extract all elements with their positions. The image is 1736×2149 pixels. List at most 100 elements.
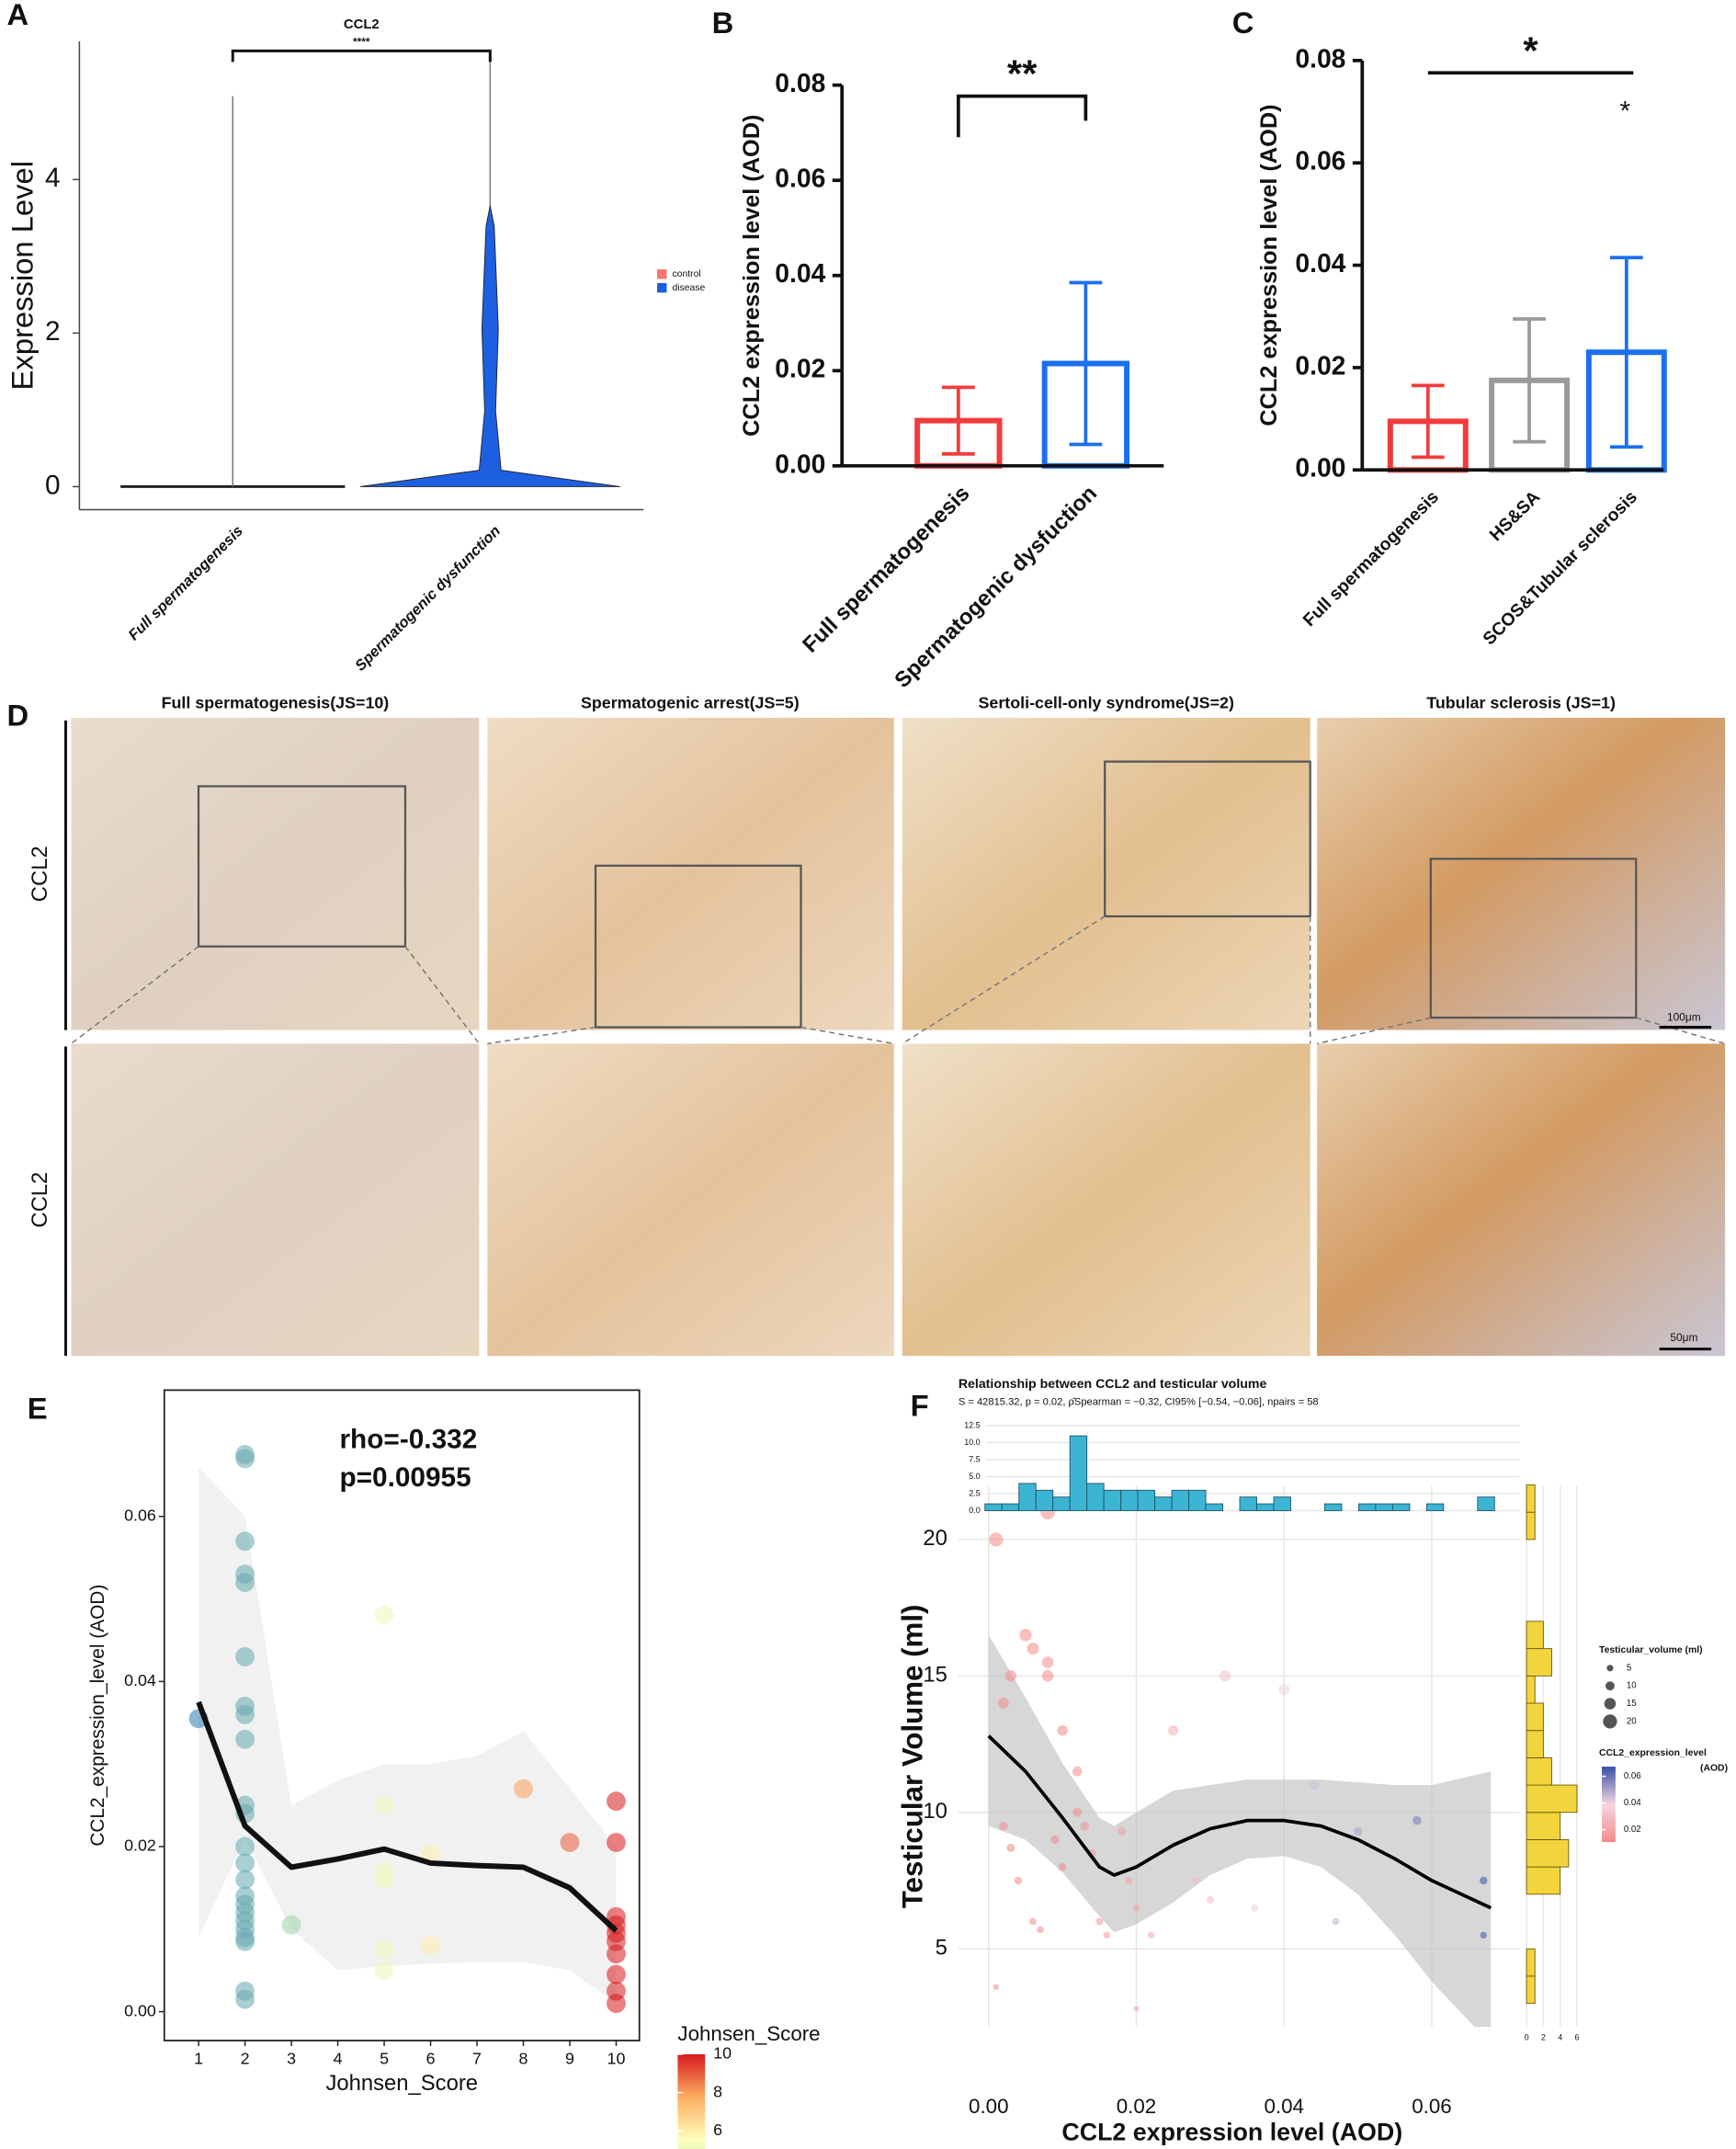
histogram-bar (1035, 1489, 1054, 1511)
plot-area (987, 1505, 1492, 2028)
x-tick-label: 2 (1541, 2032, 1546, 2041)
point (235, 1704, 255, 1724)
point (1147, 1931, 1155, 1939)
image-title: Spermatogenic arrest(JS=5) (581, 694, 800, 712)
y-tick-label: 0.02 (1295, 350, 1345, 380)
x-tick-label: 1 (194, 2050, 203, 2068)
histogram-bar (1526, 1648, 1552, 1677)
error-bar (1411, 383, 1445, 460)
inset-connector (800, 1026, 894, 1045)
colorbar (677, 2053, 706, 2149)
row-label: CCL2 (28, 846, 52, 902)
y-axis-label: CCL2_expression_level (AOD) (87, 1585, 108, 1847)
micrograph (487, 717, 894, 1030)
y-tick-label: 4 (45, 163, 61, 193)
x-tick-label: 4 (1558, 2032, 1562, 2041)
histogram-bar (1526, 1866, 1561, 1895)
histogram-bar (1526, 1839, 1570, 1868)
x-tick-label: 6 (1574, 2032, 1579, 2041)
point (1332, 1917, 1340, 1926)
image-title: Sertoli-cell-only syndrome(JS=2) (979, 694, 1234, 712)
inset-connector (1636, 1017, 1726, 1045)
histogram-bar (1052, 1496, 1071, 1511)
x-tick-label: 0 (1525, 2032, 1529, 2041)
panel-letter: A (6, 0, 28, 31)
point (1480, 1931, 1487, 1939)
inset-connector (902, 915, 1106, 1045)
y-tick-label: 0.0 (969, 1506, 980, 1515)
x-tick-label: 0.00 (969, 2095, 1008, 2118)
point (1117, 1826, 1127, 1836)
point (374, 1606, 394, 1625)
legend-label: disease (672, 283, 705, 293)
point (235, 1853, 255, 1873)
y-tick-label: 5 (936, 1936, 947, 1961)
legend-label: 10 (1627, 1681, 1637, 1691)
x-tick-label: 8 (519, 2050, 528, 2068)
trend-line (987, 1734, 1492, 1910)
scale-bar-label: 100μm (1667, 1010, 1701, 1023)
row-label: CCL2 (28, 1172, 52, 1228)
inset-box (1429, 858, 1638, 1019)
stat-annotation: rho=-0.332 (339, 1424, 477, 1454)
significance-bracket (231, 49, 492, 63)
y-tick-label: 0.00 (124, 2001, 156, 2019)
point (421, 1936, 440, 1956)
x-tick-label: 3 (287, 2050, 296, 2068)
y-tick-label: 10.0 (964, 1438, 980, 1447)
y-tick-label: 2 (45, 316, 61, 347)
x-tick-label: Full spermatogenesis (1299, 487, 1443, 631)
x-tick-label: Spermatogenic dysfuction (890, 481, 1102, 693)
point (1057, 1724, 1068, 1736)
chart-title: CCL2 (344, 17, 380, 32)
colorbar-title: Johnsen_Score (677, 2022, 820, 2045)
point (281, 1915, 301, 1935)
x-tick-label: 0.02 (1117, 2095, 1156, 2118)
point (235, 1989, 255, 2009)
histogram-bar (1137, 1489, 1156, 1511)
y-tick-label: 0.08 (1295, 43, 1345, 73)
panel-letter: C (1232, 6, 1254, 40)
histogram-bar (1526, 1948, 1536, 1977)
point (1219, 1670, 1231, 1682)
x-tick-label: 10 (607, 2050, 626, 2068)
point (374, 1939, 394, 1960)
inset-connector (1316, 1017, 1431, 1045)
panel-letter: B (712, 6, 734, 40)
x-tick-label: 9 (565, 2050, 574, 2068)
point (1072, 1807, 1083, 1817)
histogram-bar (1188, 1489, 1207, 1511)
x-axis-label: Johnsen_Score (325, 2071, 478, 2096)
y-tick-label: 0.06 (124, 1507, 156, 1525)
point (235, 1931, 255, 1951)
y-tick-label: 0.06 (775, 164, 825, 193)
point (1206, 1895, 1214, 1904)
histogram-bar (1069, 1435, 1088, 1511)
point (1041, 1656, 1054, 1668)
y-tick-label: 0 (45, 470, 61, 500)
point (1041, 1670, 1054, 1682)
histogram-bar (1103, 1489, 1122, 1511)
histogram-bar (1120, 1489, 1139, 1511)
histogram-bar (1273, 1496, 1291, 1511)
micrograph (1317, 1043, 1726, 1357)
point (1027, 1643, 1039, 1655)
inset-connector (404, 946, 481, 1044)
y-tick-label: 0.02 (775, 354, 825, 383)
point (235, 1445, 255, 1464)
point (1004, 1670, 1017, 1682)
inset-box (594, 864, 802, 1029)
micrograph (71, 1043, 480, 1357)
legend-label: control (672, 269, 700, 279)
legend-size (1604, 1698, 1617, 1710)
y-tick-label: 0.04 (775, 258, 825, 288)
colorbar-label: 0.06 (1624, 1771, 1641, 1781)
y-tick-label: 5.0 (969, 1472, 980, 1481)
y-tick-label: 0.00 (1295, 453, 1345, 483)
point (1006, 1843, 1016, 1852)
point (514, 1779, 533, 1799)
y-tick-label: 2.5 (969, 1488, 980, 1497)
colorbar-label: 10 (713, 2044, 732, 2063)
legend-label: 20 (1627, 1716, 1637, 1726)
point (607, 1833, 626, 1852)
